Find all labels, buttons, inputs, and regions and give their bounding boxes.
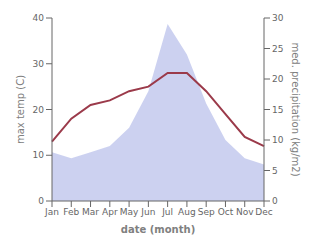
svg-text:Jul: Jul xyxy=(161,207,173,217)
svg-text:30: 30 xyxy=(272,13,284,23)
svg-text:20: 20 xyxy=(272,74,284,84)
svg-text:Feb: Feb xyxy=(63,207,79,217)
svg-text:20: 20 xyxy=(33,105,45,115)
svg-text:Mar: Mar xyxy=(82,207,99,217)
svg-text:30: 30 xyxy=(33,59,45,69)
svg-text:med. precipitation (kg/m2): med. precipitation (kg/m2) xyxy=(290,42,301,176)
svg-text:date (month): date (month) xyxy=(121,224,195,235)
svg-text:0: 0 xyxy=(272,196,278,206)
svg-text:Nov: Nov xyxy=(236,207,254,217)
svg-text:Aug: Aug xyxy=(178,207,196,217)
svg-text:May: May xyxy=(120,207,139,217)
svg-text:max temp (C): max temp (C) xyxy=(15,75,26,144)
svg-text:5: 5 xyxy=(272,166,278,176)
svg-text:Dec: Dec xyxy=(255,207,272,217)
svg-text:10: 10 xyxy=(33,150,45,160)
svg-text:Apr: Apr xyxy=(102,207,118,217)
svg-text:Sep: Sep xyxy=(198,207,215,217)
svg-text:Jan: Jan xyxy=(44,207,59,217)
svg-text:25: 25 xyxy=(272,44,283,54)
svg-text:10: 10 xyxy=(272,135,284,145)
svg-text:40: 40 xyxy=(33,13,45,23)
svg-text:Oct: Oct xyxy=(218,207,234,217)
svg-text:0: 0 xyxy=(38,196,44,206)
svg-text:15: 15 xyxy=(272,105,283,115)
svg-text:Jun: Jun xyxy=(140,207,155,217)
